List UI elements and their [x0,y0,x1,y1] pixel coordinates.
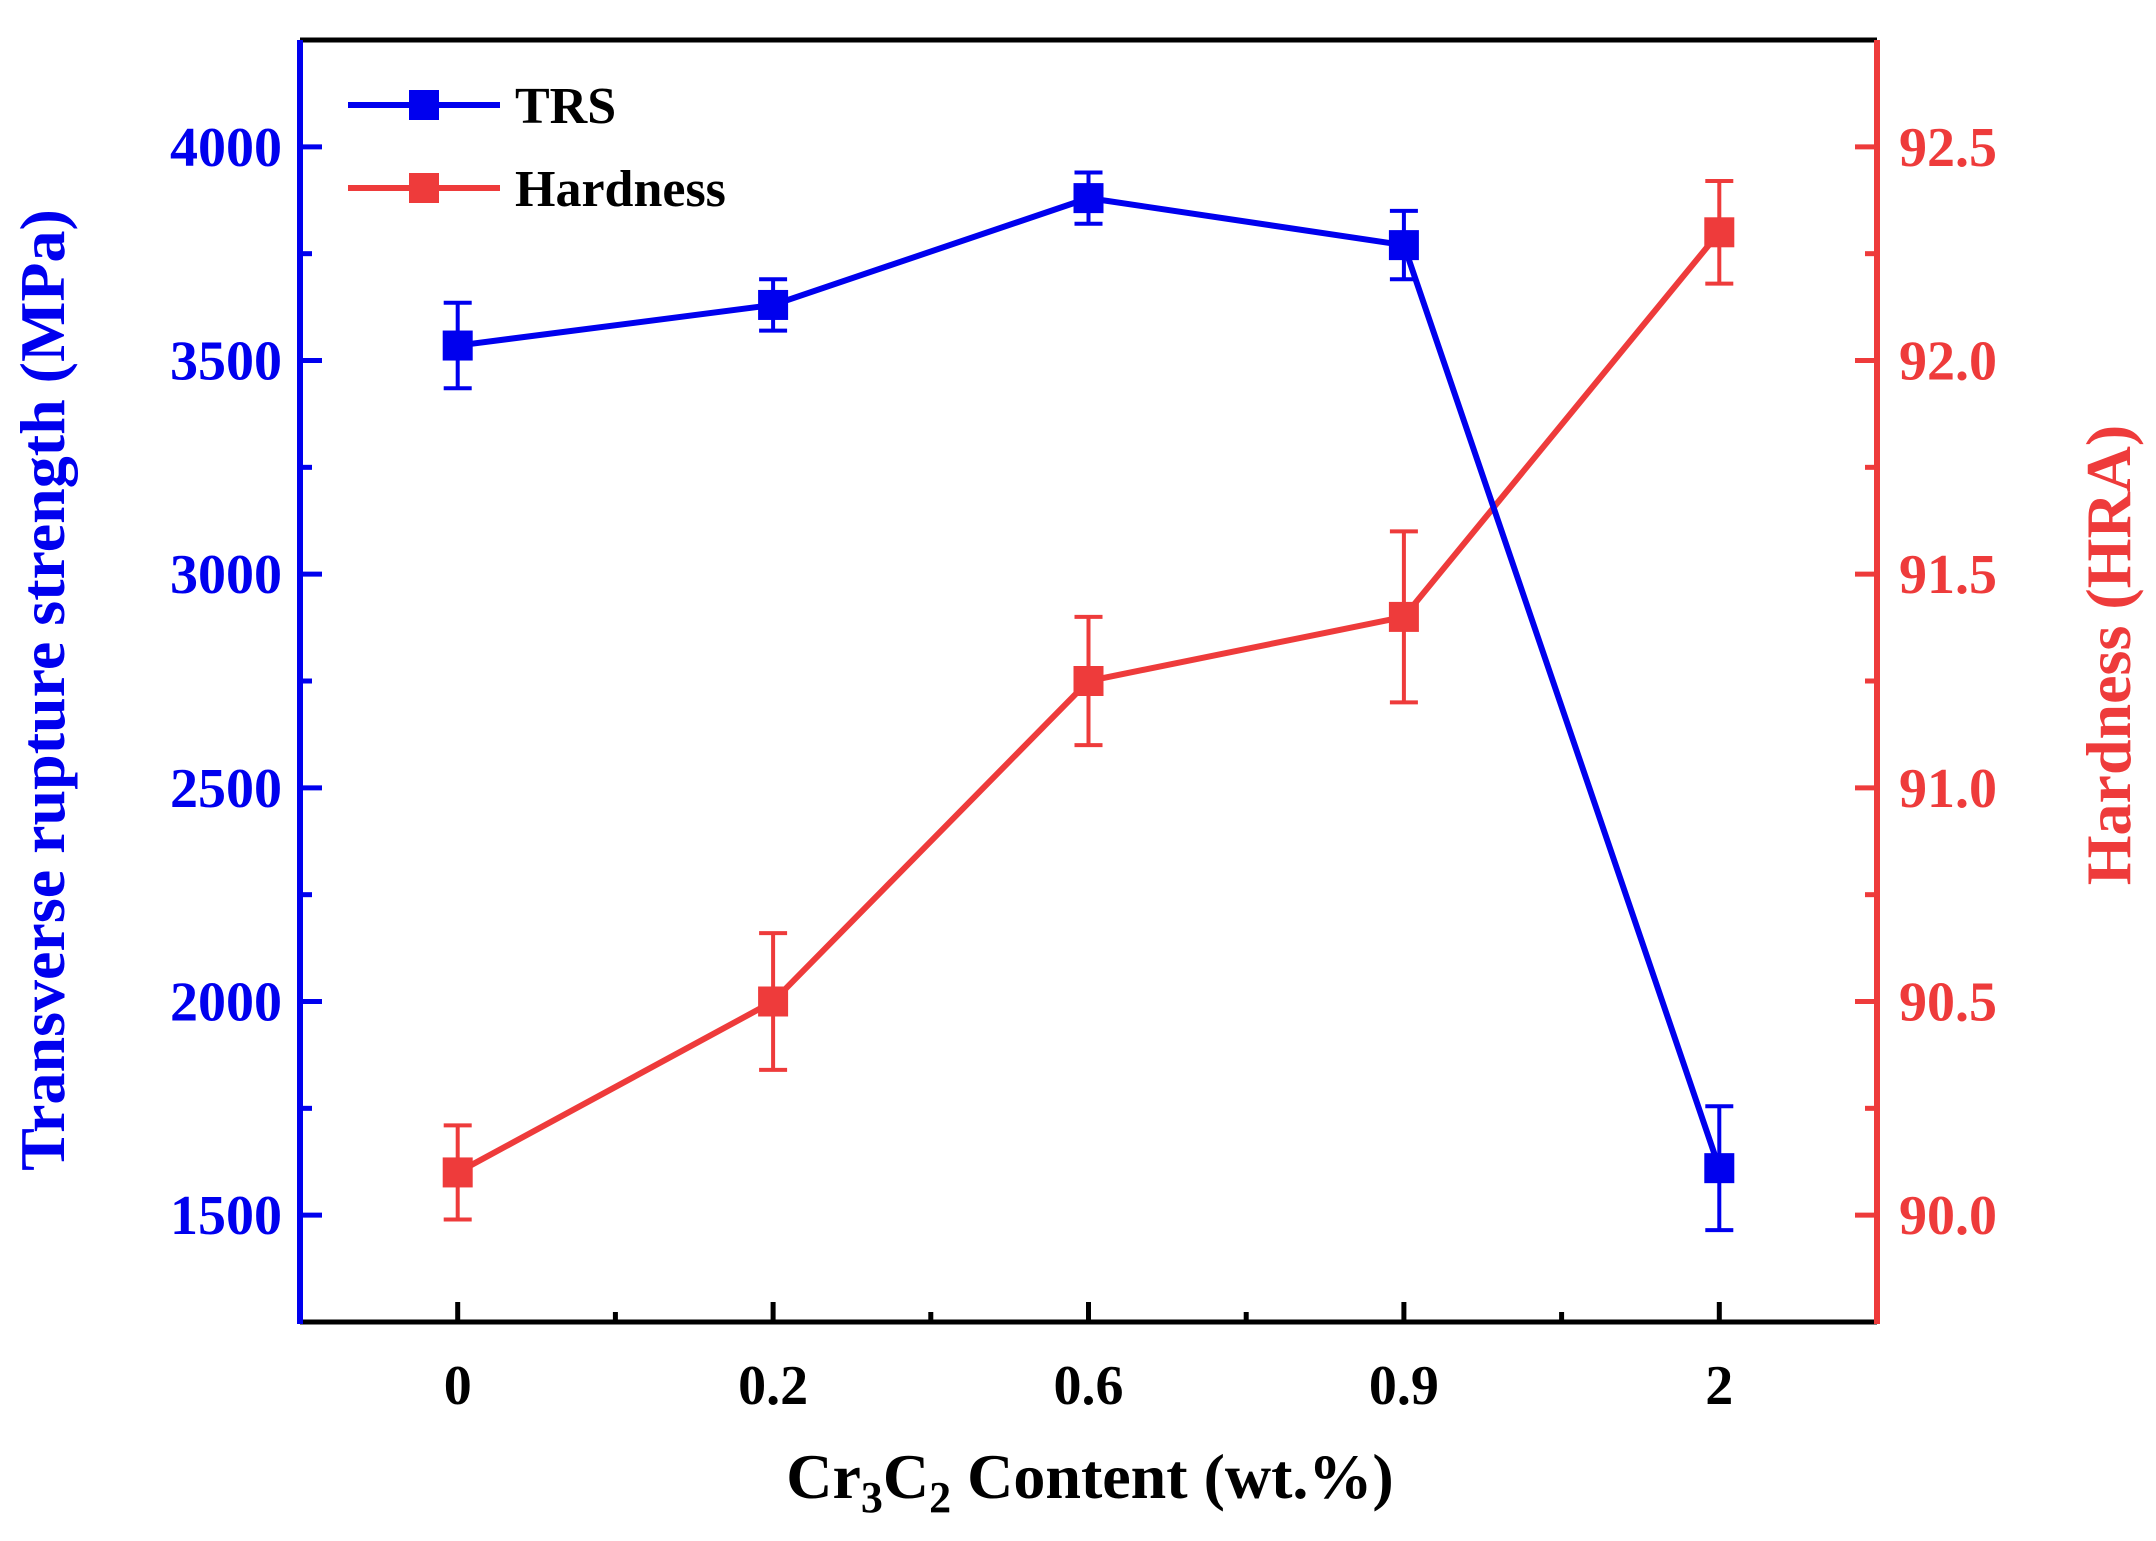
right-tick-label: 92.0 [1899,331,1997,393]
x-axis-title-prefix: Cr [786,1441,861,1512]
data-point-trs [1704,1153,1735,1184]
legend-marker-trs [409,90,439,120]
right-tick-label: 91.5 [1899,544,1997,606]
right-axis-ticks: 90.0 90.5 91.0 91.5 92.0 92.5 [1855,117,1997,1247]
x-axis-title-suffix: Content (wt.%) [951,1441,1394,1512]
x-tick-label: 0.9 [1369,1355,1439,1417]
left-tick-label: 2000 [170,972,282,1034]
left-axis-ticks: 1500 2000 2500 3000 3500 4000 [170,117,322,1247]
x-tick-label: 2 [1705,1355,1733,1417]
series-layer [442,170,1735,1233]
legend-marker-hardness [409,173,439,203]
left-tick-label: 4000 [170,117,282,179]
right-tick-label: 92.5 [1899,117,1997,179]
x-axis-title-sub2: 2 [929,1473,951,1522]
data-point-hardness [1073,666,1104,696]
legend-label-trs: TRS [515,78,616,135]
left-axis-title: Transverse rupture strength (MPa) [7,209,78,1171]
left-tick-label: 3000 [170,544,282,606]
right-tick-label: 91.0 [1899,758,1997,820]
data-point-trs [442,330,473,361]
data-point-trs [1073,183,1104,214]
series-trs [442,170,1735,1233]
right-axis-title: Hardness (HRA) [2073,425,2144,885]
data-point-hardness [1388,601,1419,632]
data-point-hardness [1704,217,1735,248]
left-tick-label: 3500 [170,331,282,393]
data-point-hardness [442,1157,473,1188]
x-axis-title-mid: C [883,1441,929,1512]
data-point-hardness [758,986,789,1017]
series-hardness [442,179,1735,1222]
left-tick-label: 2500 [170,758,282,820]
left-tick-label: 1500 [170,1185,282,1247]
legend-label-hardness: Hardness [515,161,726,218]
right-tick-label: 90.5 [1899,972,1997,1034]
x-tick-label: 0 [444,1355,472,1417]
right-tick-label: 90.0 [1899,1185,1997,1247]
x-axis-title-sub1: 3 [861,1473,883,1522]
data-point-trs [758,289,789,320]
x-tick-label: 0.2 [738,1355,808,1417]
legend: TRS Hardness [348,78,726,218]
x-axis-ticks: 0 0.2 0.6 0.9 2 [444,1302,1733,1417]
x-axis-title: Cr3C2 Content (wt.%) [786,1441,1393,1522]
x-tick-label: 0.6 [1054,1355,1124,1417]
data-point-trs [1388,230,1419,261]
